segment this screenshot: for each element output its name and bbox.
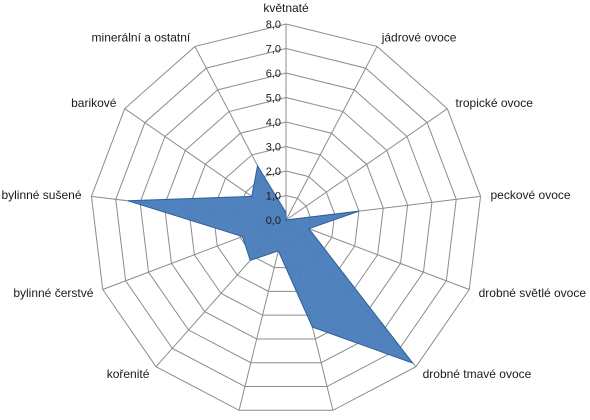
grid-ring [212,145,360,292]
tick-label: 6,0 [266,68,281,80]
grid-spoke [285,108,448,221]
category-label: tropické ovoce [456,96,534,110]
tick-label: 3,0 [266,142,281,154]
category-label: květnaté [263,1,309,15]
category-label: peckové ovoce [491,188,571,202]
radar-series [127,164,415,365]
category-label: barikové [71,96,117,110]
grid-ring [139,72,433,364]
category-label: kořenité [107,367,150,381]
tick-label: 4,0 [266,117,281,129]
tick-label: 7,0 [266,44,281,56]
category-label: minerální a ostatní [92,31,191,45]
grid-spoke [285,46,378,221]
grid-ring [115,47,457,388]
grid-ring [90,23,482,411]
category-label: bylinné čerstvé [13,286,93,300]
grid-spoke [238,219,287,411]
category-label: drobné světlé ovoce [479,286,587,300]
grid-ring [163,96,409,340]
grid-ring [188,121,384,316]
category-label: drobné tmavé ovoce [423,367,532,381]
grid-spoke [285,219,470,290]
tick-label: 2,0 [266,166,281,178]
tick-label: 8,0 [266,19,281,31]
tick-label: 5,0 [266,93,281,105]
series-area [127,164,415,365]
category-label: bylinné sušené [1,188,81,202]
radial-tick-labels: 0,0 1,0 2,0 3,0 4,0 5,0 6,0 7,0 8,0 [266,19,281,227]
tick-label: 0,0 [266,215,281,227]
tick-label: 1,0 [266,191,281,203]
category-label: jádrové ovoce [381,31,457,45]
